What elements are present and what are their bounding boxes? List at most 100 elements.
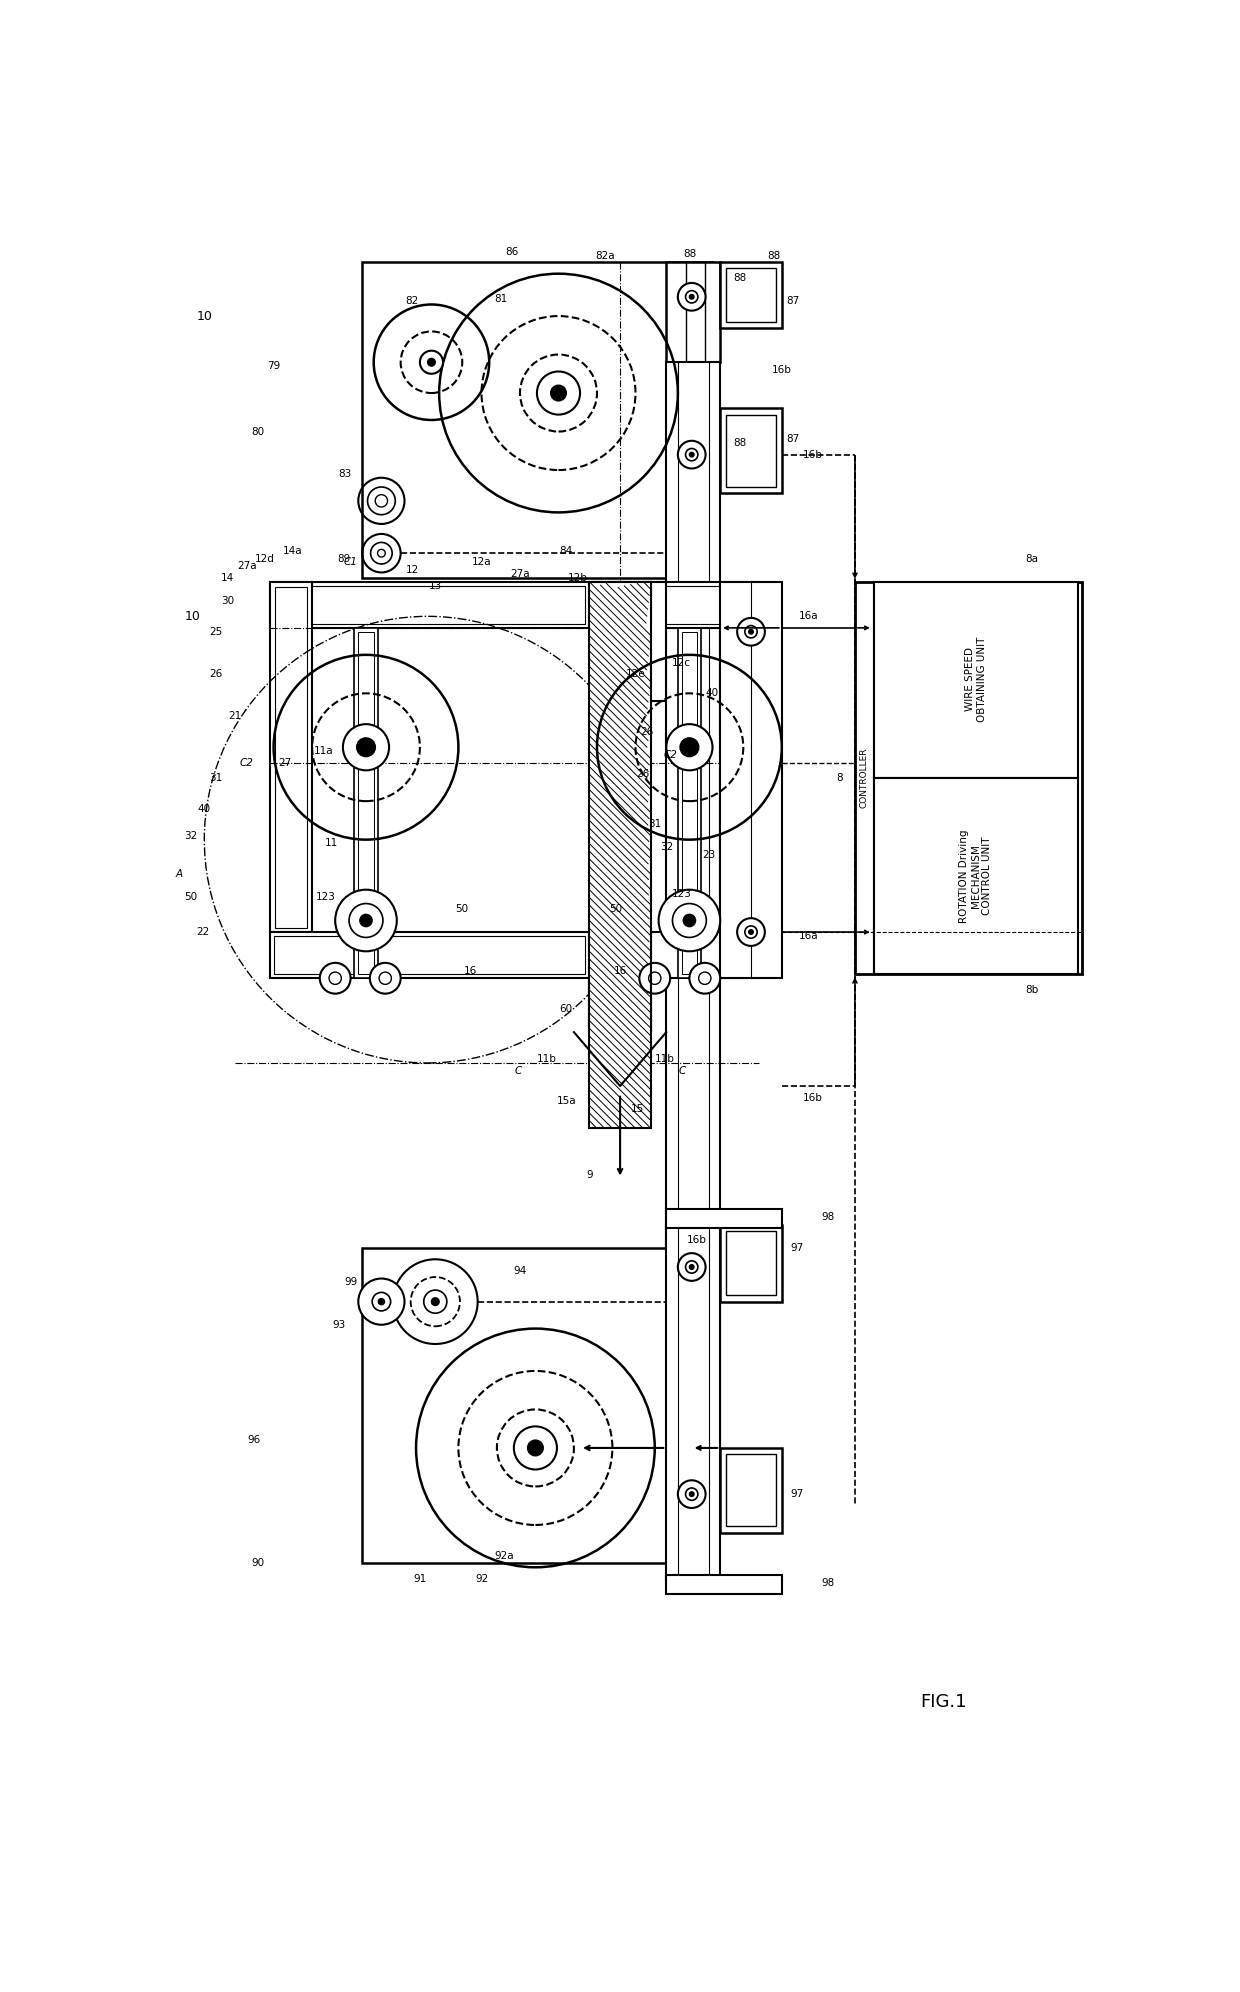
- Text: 27: 27: [279, 757, 291, 767]
- Circle shape: [357, 737, 376, 757]
- Text: WIRE SPEED
OBTAINING UNIT: WIRE SPEED OBTAINING UNIT: [965, 637, 987, 723]
- Circle shape: [678, 1480, 706, 1508]
- Circle shape: [376, 494, 388, 508]
- Circle shape: [689, 1492, 694, 1496]
- Text: FIG.1: FIG.1: [920, 1693, 967, 1711]
- Circle shape: [737, 618, 765, 645]
- Bar: [651, 582, 759, 627]
- Circle shape: [689, 1265, 694, 1269]
- Bar: [727, 1454, 776, 1526]
- Text: 94: 94: [513, 1265, 527, 1275]
- Text: 92: 92: [475, 1574, 489, 1584]
- Text: 10: 10: [196, 309, 212, 323]
- Text: C2: C2: [663, 749, 677, 759]
- Text: 27a: 27a: [237, 562, 257, 572]
- Text: 16a: 16a: [799, 612, 818, 622]
- Circle shape: [658, 890, 720, 952]
- Text: 123: 123: [316, 892, 336, 902]
- Circle shape: [320, 962, 351, 994]
- Text: 16: 16: [614, 966, 626, 976]
- Circle shape: [428, 359, 435, 367]
- Bar: [720, 263, 781, 327]
- Text: 12b: 12b: [568, 574, 588, 584]
- Bar: [874, 582, 1079, 779]
- Bar: [601, 627, 644, 673]
- Text: 12: 12: [405, 566, 419, 576]
- Circle shape: [689, 452, 694, 456]
- Bar: [593, 582, 651, 623]
- Circle shape: [377, 550, 386, 558]
- Circle shape: [528, 1440, 543, 1456]
- Text: 81: 81: [494, 295, 507, 305]
- Text: 26: 26: [210, 669, 222, 679]
- Circle shape: [343, 725, 389, 771]
- Text: 15a: 15a: [557, 1096, 577, 1106]
- Bar: [666, 1225, 720, 1580]
- Text: 82: 82: [405, 295, 419, 305]
- Bar: [727, 414, 776, 486]
- Text: 40: 40: [706, 689, 719, 699]
- Text: 16: 16: [464, 966, 476, 976]
- Bar: [666, 363, 720, 1506]
- Bar: [275, 588, 306, 928]
- Text: 21: 21: [228, 711, 242, 721]
- Circle shape: [513, 1426, 557, 1470]
- Bar: [358, 631, 373, 974]
- Text: 16b: 16b: [687, 1235, 707, 1245]
- Text: 16b: 16b: [802, 1092, 822, 1104]
- Circle shape: [681, 737, 698, 757]
- Bar: [720, 1448, 781, 1532]
- Text: 123: 123: [672, 888, 692, 898]
- Bar: [355, 627, 377, 978]
- Circle shape: [640, 962, 670, 994]
- Bar: [874, 779, 1079, 974]
- Text: 86: 86: [506, 247, 518, 257]
- Text: 99: 99: [343, 1277, 357, 1287]
- Bar: [682, 631, 697, 974]
- Circle shape: [551, 384, 567, 400]
- Bar: [270, 582, 312, 932]
- Text: 12c: 12c: [672, 657, 691, 667]
- Circle shape: [424, 1291, 446, 1313]
- Bar: [655, 586, 755, 623]
- Text: C: C: [678, 1066, 686, 1076]
- Bar: [270, 932, 589, 978]
- Circle shape: [678, 440, 706, 468]
- Text: 25: 25: [210, 627, 222, 637]
- Circle shape: [358, 1279, 404, 1325]
- Text: C: C: [515, 1066, 522, 1076]
- Bar: [593, 582, 666, 701]
- Text: A: A: [175, 869, 182, 878]
- Text: 8b: 8b: [1025, 984, 1039, 994]
- Text: 50: 50: [185, 892, 197, 902]
- Text: 79: 79: [267, 361, 280, 371]
- Text: 97: 97: [791, 1243, 804, 1253]
- Circle shape: [683, 914, 696, 926]
- Text: 97: 97: [791, 1490, 804, 1500]
- Bar: [651, 932, 759, 978]
- Circle shape: [689, 295, 694, 299]
- Text: 88: 88: [733, 438, 746, 448]
- Text: 98: 98: [821, 1578, 835, 1588]
- Text: 13: 13: [429, 580, 441, 590]
- Text: CONTROLLER: CONTROLLER: [859, 747, 869, 809]
- Text: 16a: 16a: [799, 930, 818, 940]
- Text: 14: 14: [221, 574, 234, 584]
- Bar: [727, 1231, 776, 1295]
- Text: 30: 30: [221, 596, 234, 606]
- Circle shape: [689, 962, 720, 994]
- Text: 32: 32: [660, 843, 673, 853]
- Bar: [274, 586, 585, 623]
- Text: 50: 50: [455, 904, 469, 914]
- Text: 23: 23: [702, 851, 715, 861]
- Bar: [589, 582, 651, 1127]
- Text: 50: 50: [610, 904, 622, 914]
- Text: 93: 93: [332, 1321, 346, 1331]
- Text: 12e: 12e: [626, 669, 645, 679]
- Text: 98: 98: [821, 1211, 835, 1221]
- Bar: [596, 623, 647, 677]
- Text: 8: 8: [836, 773, 843, 783]
- Text: 27a: 27a: [510, 570, 529, 580]
- Text: 89: 89: [337, 554, 350, 564]
- Text: 88: 88: [768, 251, 781, 261]
